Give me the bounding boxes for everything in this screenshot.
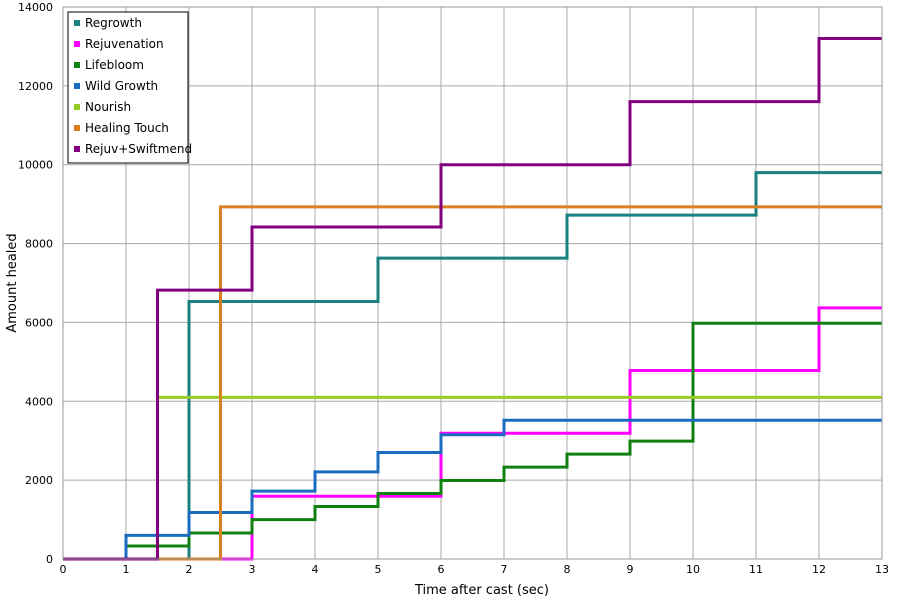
legend-swatch-rejuvenation [74,41,80,47]
x-tick-label-7: 7 [501,563,508,576]
x-tick-label-0: 0 [60,563,67,576]
legend-label-healing-touch: Healing Touch [85,121,169,135]
x-tick-label-10: 10 [686,563,700,576]
legend-label-nourish: Nourish [85,100,131,114]
y-axis-title: Amount healed [5,233,20,332]
x-axis-title: Time after cast (sec) [414,583,549,598]
x-tick-label-9: 9 [627,563,634,576]
x-tick-label-11: 11 [749,563,763,576]
legend-swatch-regrowth [74,20,80,26]
legend-label-lifebloom: Lifebloom [85,58,144,72]
legend-label-rejuv-swiftmend: Rejuv+Swiftmend [85,142,192,156]
x-tick-label-5: 5 [375,563,382,576]
legend-swatch-rejuv-swiftmend [74,146,80,152]
legend-label-rejuvenation: Rejuvenation [85,37,164,51]
x-tick-label-1: 1 [123,563,130,576]
x-tick-label-4: 4 [312,563,319,576]
x-tick-label-6: 6 [438,563,445,576]
y-tick-label-0: 0 [46,553,53,566]
y-tick-labels: 0 2000 4000 6000 8000 10000 12000 14000 [18,1,53,566]
x-tick-label-3: 3 [249,563,256,576]
legend-label-regrowth: Regrowth [85,16,142,30]
legend-swatch-wild-growth [74,83,80,89]
y-tick-label-1: 2000 [25,474,53,487]
y-tick-label-6: 12000 [18,80,53,93]
y-tick-label-4: 8000 [25,238,53,251]
x-tick-label-2: 2 [186,563,193,576]
x-tick-label-8: 8 [564,563,571,576]
y-tick-label-3: 6000 [25,316,53,329]
legend-swatch-nourish [74,104,80,110]
y-tick-label-5: 10000 [18,159,53,172]
x-tick-label-13: 13 [875,563,889,576]
legend-label-wild-growth: Wild Growth [85,79,158,93]
legend-swatch-lifebloom [74,62,80,68]
x-tick-label-12: 12 [812,563,826,576]
legend: Regrowth Rejuvenation Lifebloom Wild Growth… [68,12,192,163]
y-tick-label-7: 14000 [18,1,53,14]
x-tick-labels: 0 1 2 3 4 5 6 7 8 9 10 11 12 13 [60,563,890,576]
legend-swatch-healing-touch [74,125,80,131]
y-tick-label-2: 4000 [25,395,53,408]
